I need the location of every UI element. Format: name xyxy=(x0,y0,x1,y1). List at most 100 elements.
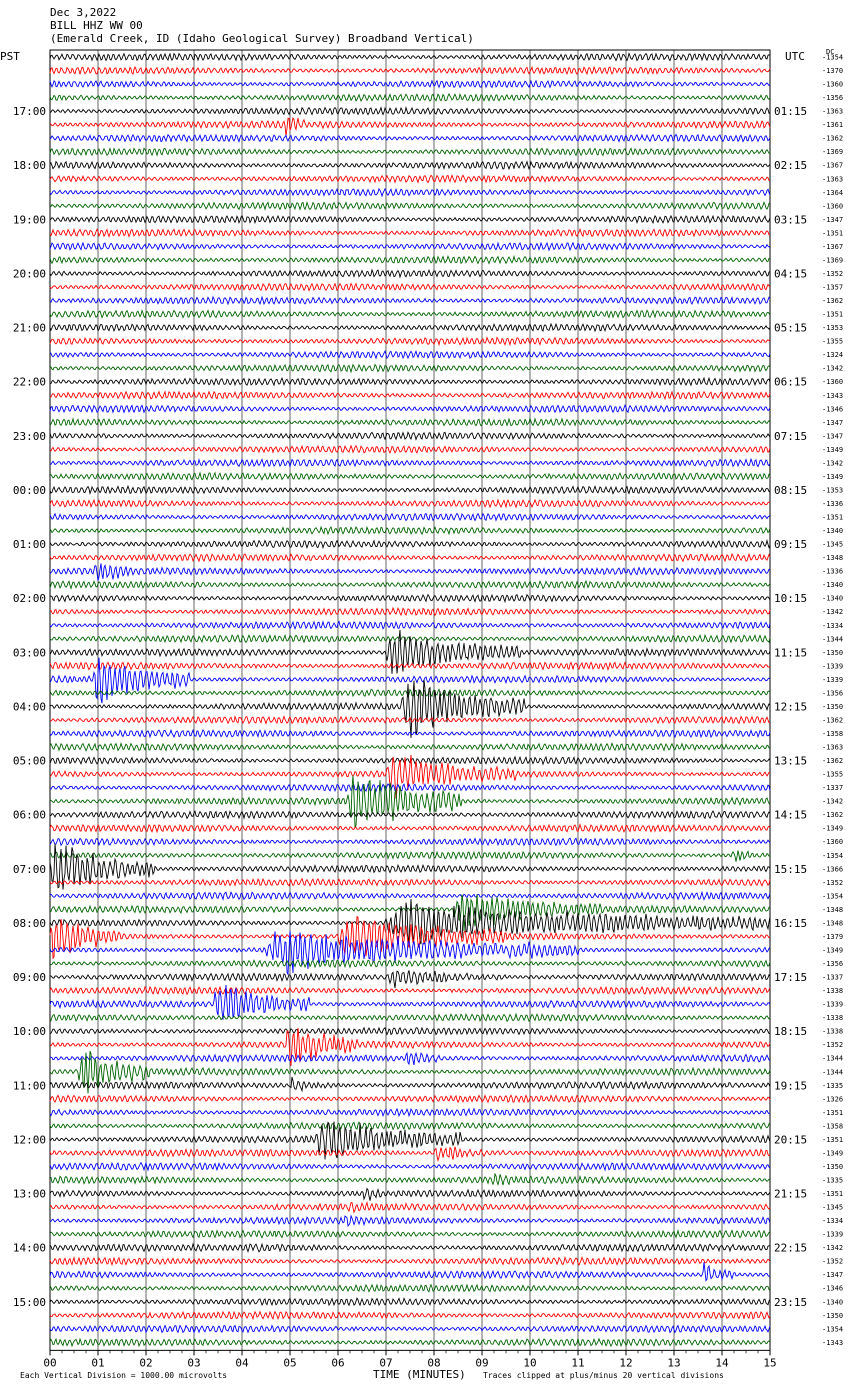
seismic-trace xyxy=(49,810,771,820)
utc-hour-label: 02:15 xyxy=(774,159,807,172)
seismic-trace xyxy=(49,254,770,265)
seismic-trace xyxy=(49,688,771,698)
seismic-trace xyxy=(49,484,771,495)
dc-offset-label: -1342 xyxy=(822,459,843,467)
pst-hour-label: 01:00 xyxy=(13,538,46,551)
dc-offset-label: -1357 xyxy=(822,284,843,292)
dc-offset-label: -1350 xyxy=(822,649,843,657)
dc-offset-label: -1336 xyxy=(822,568,843,576)
dc-offset-label: -1361 xyxy=(822,121,843,129)
dc-offset-label: -1364 xyxy=(822,189,843,197)
pst-hour-label: 10:00 xyxy=(13,1025,46,1038)
dc-offset-label: -1334 xyxy=(822,622,843,630)
dc-offset-label: -1362 xyxy=(822,297,843,305)
dc-offset-label: -1324 xyxy=(822,351,843,359)
dc-offset-label: -1347 xyxy=(822,216,843,224)
seismic-trace xyxy=(49,629,771,674)
dc-offset-label: -1353 xyxy=(822,324,843,332)
dc-offset-label: -1360 xyxy=(822,838,843,846)
dc-offset-label: -1356 xyxy=(822,960,843,968)
utc-hour-label: 15:15 xyxy=(774,863,807,876)
dc-offset-label: -1343 xyxy=(822,1339,843,1347)
x-tick-label: 08 xyxy=(427,1356,440,1369)
seismic-trace xyxy=(49,92,771,103)
seismic-trace xyxy=(49,309,771,319)
seismic-trace xyxy=(49,1172,771,1186)
seismic-trace xyxy=(50,457,771,468)
seismic-trace xyxy=(49,877,771,888)
seismic-trace xyxy=(49,106,771,116)
utc-hour-label: 23:15 xyxy=(774,1296,807,1309)
seismic-trace xyxy=(49,417,771,427)
dc-offset-label: -1338 xyxy=(822,1014,843,1022)
dc-offset-label: -1369 xyxy=(822,148,843,156)
utc-hour-label: 10:15 xyxy=(774,592,807,605)
dc-offset-label: -1356 xyxy=(822,689,843,697)
seismic-trace xyxy=(49,783,771,793)
seismic-trace xyxy=(49,390,771,401)
x-axis-label: TIME (MINUTES) xyxy=(373,1368,466,1381)
pst-hour-label: 07:00 xyxy=(13,863,46,876)
dc-offset-label: -1355 xyxy=(822,771,843,779)
seismic-trace xyxy=(49,160,771,171)
dc-offset-label: -1353 xyxy=(822,486,843,494)
seismic-trace xyxy=(49,227,770,238)
dc-offset-label: -1348 xyxy=(822,906,843,914)
seismic-trace xyxy=(49,606,771,617)
utc-hour-label: 12:15 xyxy=(774,700,807,713)
seismic-trace xyxy=(49,79,771,89)
seismic-trace xyxy=(49,552,771,563)
utc-hour-label: 18:15 xyxy=(774,1025,807,1038)
seismic-trace xyxy=(49,1012,771,1023)
seismic-trace xyxy=(49,823,771,834)
utc-hour-label: 16:15 xyxy=(774,917,807,930)
dc-offset-label: -1347 xyxy=(822,1271,843,1279)
x-tick-label: 06 xyxy=(331,1356,344,1369)
dc-offset-label: -1349 xyxy=(822,1149,843,1157)
seismic-trace xyxy=(49,187,771,198)
seismic-trace xyxy=(49,1337,771,1348)
utc-hour-label: 07:15 xyxy=(774,430,807,443)
x-tick-label: 11 xyxy=(571,1356,584,1369)
seismic-trace xyxy=(49,837,771,847)
seismic-trace xyxy=(50,850,771,862)
utc-hour-label: 19:15 xyxy=(774,1079,807,1092)
dc-offset-label: -1367 xyxy=(822,162,843,170)
pst-hour-label: 17:00 xyxy=(13,105,46,118)
pst-hour-label: 23:00 xyxy=(13,430,46,443)
utc-hour-label: 03:15 xyxy=(774,213,807,226)
dc-offset-label: -1342 xyxy=(822,798,843,806)
station-code: BILL HHZ WW 00 xyxy=(50,19,143,32)
seismic-trace xyxy=(49,715,771,725)
dc-offset-label: -1344 xyxy=(822,1055,843,1063)
seismic-trace xyxy=(49,899,771,945)
x-tick-label: 03 xyxy=(187,1356,200,1369)
seismic-trace xyxy=(49,1146,771,1163)
pst-hour-label: 03:00 xyxy=(13,646,46,659)
seismic-trace xyxy=(49,579,771,590)
dc-offset-label: -1346 xyxy=(822,405,843,413)
seismic-trace xyxy=(49,1283,771,1293)
utc-hour-label: 08:15 xyxy=(774,484,807,497)
dc-offset-label: -1339 xyxy=(822,676,843,684)
dc-offset-label: -1351 xyxy=(822,514,843,522)
seismic-trace xyxy=(50,1027,771,1066)
dc-offset-label: -1352 xyxy=(822,1041,843,1049)
dc-offset-label: -1342 xyxy=(822,1244,843,1252)
seismic-trace xyxy=(49,894,771,932)
dc-offset-label: -1342 xyxy=(822,608,843,616)
pst-hour-label: 22:00 xyxy=(13,376,46,389)
pst-hour-label: 06:00 xyxy=(13,809,46,822)
utc-hour-label: 06:15 xyxy=(774,376,807,389)
seismic-trace xyxy=(49,984,771,1020)
pst-hour-label: 05:00 xyxy=(13,755,46,768)
seismic-trace xyxy=(49,1255,771,1267)
dc-offset-label: -1352 xyxy=(822,1258,843,1266)
dc-offset-label: -1370 xyxy=(822,67,843,75)
dc-offset-label: -1345 xyxy=(822,541,843,549)
dc-offset-label: -1358 xyxy=(822,1122,843,1130)
seismic-trace xyxy=(49,890,771,901)
seismic-trace xyxy=(49,959,771,969)
right-timezone-label: UTC xyxy=(785,50,805,63)
dc-offset-label: -1355 xyxy=(822,338,843,346)
